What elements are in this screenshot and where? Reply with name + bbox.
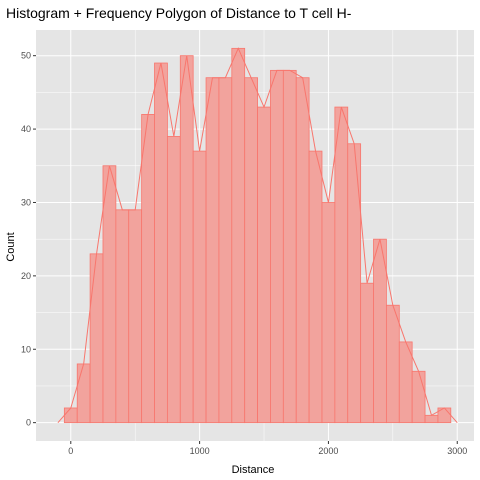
histogram-bar [257, 106, 271, 424]
histogram-bar [192, 150, 207, 424]
chart-title: Histogram + Frequency Polygon of Distanc… [6, 5, 352, 21]
x-tick-label: 3000 [447, 446, 467, 456]
histogram-bar [347, 143, 362, 424]
histogram-bar [308, 150, 323, 424]
x-tick-label: 1000 [190, 446, 210, 456]
histogram-bar [154, 62, 168, 424]
y-tick-label: 20 [21, 271, 31, 281]
histogram-bar [205, 77, 220, 424]
y-tick-label: 0 [26, 418, 31, 428]
frequency-polygon-line [57, 47, 458, 423]
histogram-bar [76, 363, 91, 424]
histogram-bar [385, 304, 400, 424]
y-tick-label: 30 [21, 197, 31, 207]
histogram-bar [231, 47, 246, 424]
histogram-bar [295, 77, 310, 424]
histogram-bar [141, 114, 155, 424]
histogram-bar [398, 341, 413, 424]
y-tick-label: 40 [21, 124, 31, 134]
histogram-bar [244, 77, 258, 424]
x-axis-ticks: 0 1000 2000 3000 [68, 441, 467, 456]
y-tick-label: 10 [21, 344, 31, 354]
histogram-bar [334, 106, 349, 424]
histogram-bar [218, 77, 233, 424]
histogram-bar [424, 414, 439, 424]
y-tick-label: 50 [21, 51, 31, 61]
histogram-bar [321, 202, 336, 424]
histogram-bar [270, 69, 284, 424]
histogram-bar [166, 136, 181, 424]
histogram-bar [360, 282, 374, 424]
histogram-bar [63, 407, 78, 424]
x-tick-label: 2000 [318, 446, 338, 456]
histogram-bar [128, 209, 143, 424]
histogram-bar [89, 253, 104, 424]
histogram-bar [115, 209, 130, 424]
histogram-bar [282, 69, 297, 424]
x-axis-title: Distance [232, 464, 275, 476]
y-axis-title: Count [5, 232, 17, 261]
y-axis-ticks: 0 10 20 30 40 50 [21, 51, 36, 428]
x-tick-label: 0 [68, 446, 73, 456]
histogram-bar [411, 370, 426, 424]
histogram-bar [179, 55, 194, 424]
histogram-bar [102, 165, 117, 424]
histogram-bar [373, 238, 387, 424]
